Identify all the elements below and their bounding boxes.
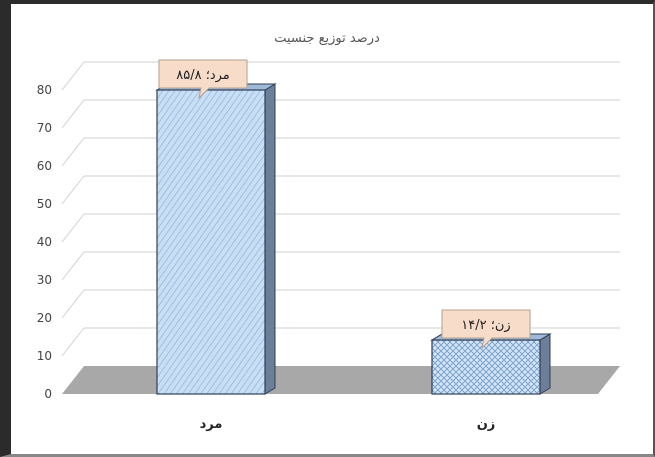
y-tick-label: 0 [44,387,52,401]
y-tick-label: 40 [37,235,52,249]
y-tick-label: 30 [37,273,52,287]
y-tick-label: 80 [37,83,52,97]
y-tick-label: 50 [37,197,52,211]
y-tick-label: 20 [37,311,52,325]
gridline-diagonal [61,327,85,357]
data-label: زن؛ ۱۴/۲ [461,318,510,333]
gridline-diagonal [61,251,85,281]
gridline-diagonal [61,137,85,167]
y-tick-label: 70 [37,121,52,135]
data-label-box [158,59,248,100]
y-tick-label: 10 [37,349,52,363]
data-label: مرد؛ ۸۵/۸ [176,68,230,83]
chart-title: درصد توزیع جنسیت [274,31,380,46]
gridline-diagonal [61,213,85,243]
bar-side [264,83,276,395]
bar [431,339,541,395]
gridline-diagonal [61,175,85,205]
x-category-label: زن [477,417,496,432]
gridline-diagonal [61,61,85,91]
x-category-label: مرد [200,417,223,432]
bar-side [539,333,551,395]
y-tick-label: 60 [37,159,52,173]
data-label-box [441,309,531,350]
bar [156,89,266,395]
gridline-diagonal [61,99,85,129]
gridline-diagonal [61,289,85,319]
